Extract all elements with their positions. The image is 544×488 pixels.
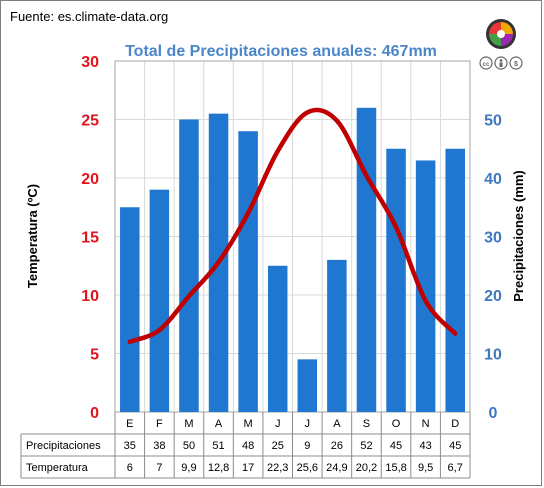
right-tick-label: 20: [484, 288, 502, 305]
right-tick-label: 10: [484, 347, 502, 364]
precipitation-bar: [149, 189, 170, 412]
precipitation-bar: [356, 107, 377, 413]
month-label: N: [422, 418, 430, 430]
month-label: O: [392, 418, 401, 430]
table-cell: 52: [360, 440, 372, 452]
table-cell: 20,2: [356, 462, 377, 474]
month-label: D: [451, 418, 459, 430]
right-tick-label: 30: [484, 230, 502, 247]
left-tick-label: 20: [81, 171, 99, 188]
month-label: A: [215, 418, 223, 430]
month-label: J: [305, 418, 311, 430]
table-cell: 35: [124, 440, 136, 452]
climate-data-logo-icon: [486, 19, 516, 49]
month-label: F: [156, 418, 163, 430]
left-tick-label: 15: [81, 230, 99, 247]
left-tick-label: 25: [81, 113, 99, 130]
left-tick-label: 5: [90, 347, 99, 364]
table-cell: 15,8: [385, 462, 406, 474]
right-tick-label: 50: [484, 113, 502, 130]
right-axis-ticks: 0 10 20 30 40 50: [484, 113, 502, 423]
precipitation-bar: [238, 131, 258, 412]
table-cell: 17: [242, 462, 254, 474]
left-tick-label: 10: [81, 288, 99, 305]
data-table: E F M A M J J A S O N D Precipitaciones 35 38 50 51 48 25 9…: [20, 412, 471, 479]
right-tick-label: 40: [484, 171, 502, 188]
source-text: Fuente: es.climate-data.org: [10, 9, 168, 24]
month-label: M: [244, 418, 253, 430]
month-label: A: [333, 418, 341, 430]
chart-title: Total de Precipitaciones anuales: 467mm: [125, 43, 437, 60]
table-cell: 51: [212, 440, 224, 452]
right-axis-label: Precipitaciones (mm): [511, 170, 526, 302]
month-label: J: [275, 418, 281, 430]
table-cell: 9,5: [418, 462, 433, 474]
precipitation-bar: [445, 148, 465, 412]
month-label: M: [184, 418, 193, 430]
precipitation-bar: [267, 265, 288, 412]
table-cell: 38: [153, 440, 165, 452]
table-cell: 12,8: [208, 462, 229, 474]
precipitation-bars: [120, 107, 465, 413]
table-cell: 25,6: [297, 462, 318, 474]
nc-license-icon: $: [509, 56, 523, 70]
left-tick-label: 0: [90, 405, 99, 422]
precipitation-bar: [386, 148, 406, 412]
cc-license-icon: cc: [479, 56, 493, 70]
precipitation-bar: [327, 259, 347, 412]
right-tick-label: 0: [489, 405, 498, 422]
table-cell: 48: [242, 440, 254, 452]
svg-text:cc: cc: [483, 62, 490, 68]
table-cell: 9,9: [181, 462, 196, 474]
table-row-label: Temperatura: [26, 462, 89, 474]
left-tick-label: 30: [81, 54, 99, 71]
svg-text:$: $: [514, 61, 518, 68]
precipitation-bar: [179, 119, 199, 412]
table-cell: 43: [420, 440, 432, 452]
table-cell: 9: [304, 440, 310, 452]
table-cell: 24,9: [326, 462, 347, 474]
table-cell: 26: [331, 440, 343, 452]
precipitation-bar: [120, 207, 140, 412]
left-axis-label: Temperatura (ºC): [25, 184, 40, 288]
table-cell: 22,3: [267, 462, 288, 474]
table-cell: 6: [127, 462, 133, 474]
table-cell: 7: [156, 462, 162, 474]
table-row-label: Precipitaciones: [26, 440, 101, 452]
month-label: S: [363, 418, 370, 430]
by-license-icon: [494, 56, 508, 70]
table-cell: 6,7: [448, 462, 463, 474]
table-cell: 45: [390, 440, 402, 452]
table-cell: 25: [272, 440, 284, 452]
month-label: E: [126, 418, 133, 430]
temperature-line: [127, 107, 458, 345]
left-axis-ticks: 0 5 10 15 20 25 30: [81, 54, 99, 422]
table-cell: 50: [183, 440, 195, 452]
precipitation-bar: [415, 160, 436, 412]
table-cell: 45: [449, 440, 461, 452]
precipitation-bar: [297, 359, 318, 412]
